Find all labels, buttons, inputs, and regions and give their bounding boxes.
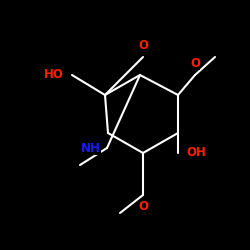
Text: O: O (138, 39, 148, 52)
Text: OH: OH (186, 146, 206, 160)
Text: NH: NH (81, 142, 101, 154)
Text: O: O (190, 57, 200, 70)
Text: OH: OH (186, 146, 206, 160)
Text: O: O (190, 57, 200, 70)
Text: NH: NH (81, 142, 101, 154)
Text: HO: HO (44, 68, 64, 82)
Text: O: O (138, 200, 148, 213)
Text: HO: HO (44, 68, 64, 82)
Text: O: O (138, 39, 148, 52)
Text: O: O (138, 200, 148, 213)
